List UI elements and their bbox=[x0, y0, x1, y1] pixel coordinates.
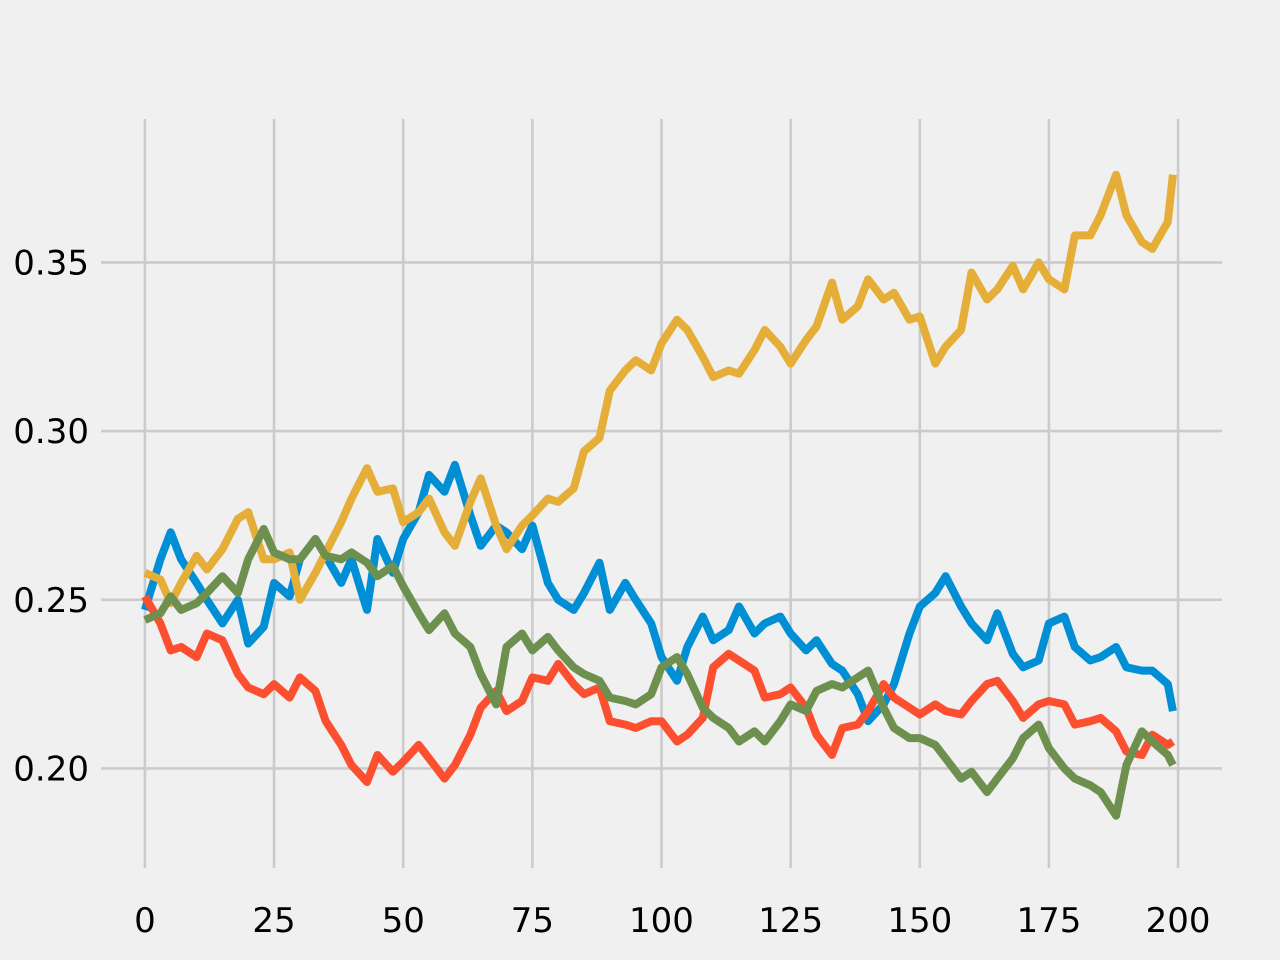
x-tick-label: 0 bbox=[134, 901, 156, 941]
y-tick-label: 0.30 bbox=[13, 412, 89, 452]
x-tick-label: 100 bbox=[629, 901, 694, 941]
x-tick-label: 75 bbox=[511, 901, 554, 941]
x-tick-label: 200 bbox=[1146, 901, 1211, 941]
x-tick-label: 175 bbox=[1016, 901, 1081, 941]
y-tick-label: 0.35 bbox=[13, 243, 89, 283]
series-line-4 bbox=[143, 524, 1177, 820]
y-tick-label: 0.20 bbox=[13, 749, 89, 789]
x-tick-label: 125 bbox=[758, 901, 823, 941]
y-tick-label: 0.25 bbox=[13, 581, 89, 621]
x-tick-label: 50 bbox=[382, 901, 425, 941]
tick-labels: 0 25 50 75 100 125 150 175 200 0.20 0.25 0.30 0.35 bbox=[13, 243, 1210, 941]
x-tick-label: 25 bbox=[252, 901, 295, 941]
series-line-3 bbox=[143, 170, 1177, 608]
series-line-2 bbox=[141, 594, 1176, 786]
x-tick-label: 150 bbox=[887, 901, 952, 941]
series-lines bbox=[141, 170, 1177, 820]
